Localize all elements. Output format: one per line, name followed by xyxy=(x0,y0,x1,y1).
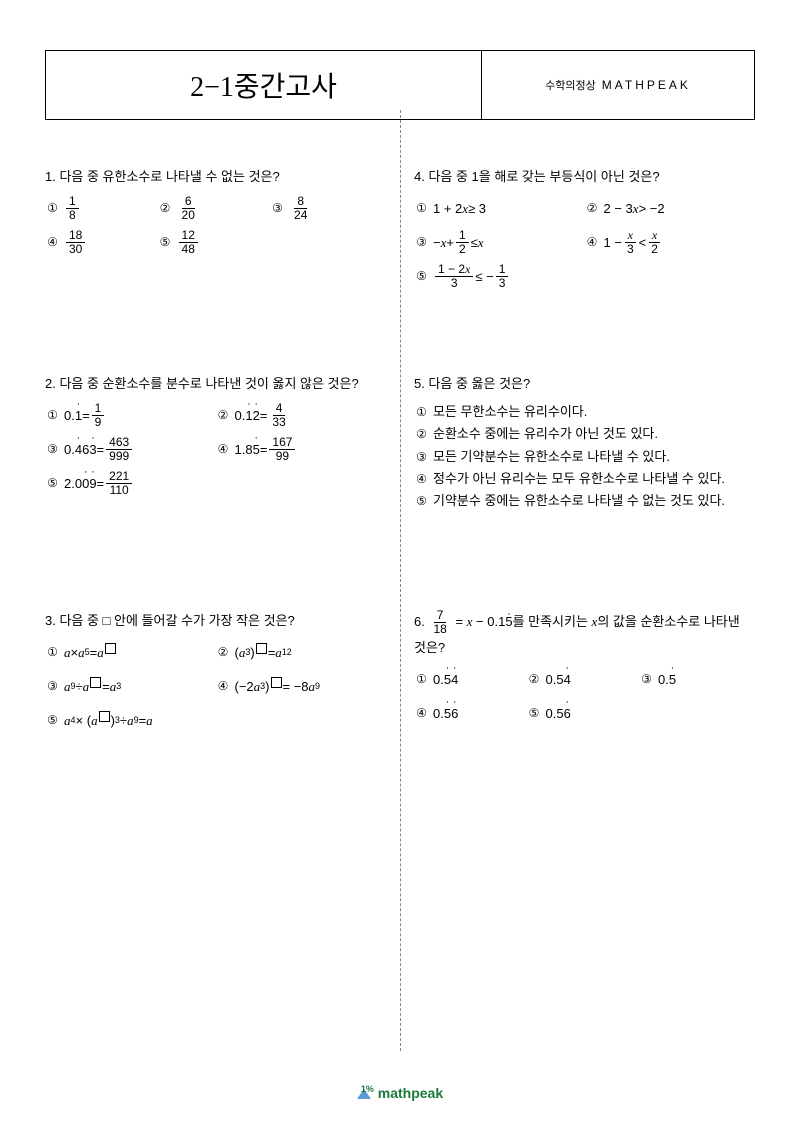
q3-choice-4: ④(−2a3) = −8a9 xyxy=(216,672,387,700)
question-1: 1. 다음 중 유한소수로 나타낼 수 없는 것은? ①18 ②620 ③824… xyxy=(45,165,386,350)
q4-choice-3: ③−x + 12 ≤ x xyxy=(414,228,585,256)
q2-text: 2. 다음 중 순환소수를 분수로 나타낸 것이 옳지 않은 것은? xyxy=(45,372,386,395)
question-6: 6. 718 = x − 0.15를 만족시키는 x의 값을 순환소수로 나타낸… xyxy=(414,609,755,728)
footer: 1% mathpeak xyxy=(0,1084,800,1101)
q5-text: 5. 다음 중 옳은 것은? xyxy=(414,372,755,395)
footer-name: mathpeak xyxy=(378,1085,443,1101)
q3-text: 3. 다음 중 □ 안에 들어갈 수가 가장 작은 것은? xyxy=(45,609,386,632)
q1-choice-3: ③824 xyxy=(270,194,383,222)
q5-choice-5: ⑤기약분수 중에는 유한소수로 나타낼 수 없는 것도 있다. xyxy=(414,490,755,512)
question-3: 3. 다음 중 □ 안에 들어갈 수가 가장 작은 것은? ①a×a5 = a … xyxy=(45,609,386,734)
q2-choice-2: ②0.12= 433 xyxy=(216,401,387,429)
q1-choice-4: ④1830 xyxy=(45,228,158,256)
q6-choices: ①0.54 ②0.54 ③0.5 ④0.56 ⑤0.56 xyxy=(414,666,755,728)
q5-choice-2: ②순환소수 중에는 유리수가 아닌 것도 있다. xyxy=(414,423,755,445)
q4-choice-4: ④1 − x3 < x2 xyxy=(585,228,756,256)
q6-choice-2: ②0.54 xyxy=(527,666,640,694)
q4-choice-1: ①1 + 2x ≥ 3 xyxy=(414,194,585,222)
q5-choices: ①모든 무한소수는 유리수이다. ②순환소수 중에는 유리수가 아닌 것도 있다… xyxy=(414,401,755,511)
q3-choice-2: ②(a3) = a12 xyxy=(216,638,387,666)
q3-choice-1: ①a×a5 = a xyxy=(45,638,216,666)
q6-choice-4: ④0.56 xyxy=(414,700,527,728)
question-2: 2. 다음 중 순환소수를 분수로 나타낸 것이 옳지 않은 것은? ①0.1=… xyxy=(45,372,386,587)
q4-choice-5: ⑤1 − 2x3 ≤ − 13 xyxy=(414,262,755,290)
right-column: 4. 다음 중 1을 해로 갖는 부등식이 아닌 것은? ①1 + 2x ≥ 3… xyxy=(414,165,755,756)
q2-choice-5: ⑤2.009= 221110 xyxy=(45,469,216,497)
q3-choice-5: ⑤a4 × (a)3 ÷ a9 = a xyxy=(45,706,386,734)
q6-choice-5: ⑤0.56 xyxy=(527,700,640,728)
q2-choice-3: ③0.463= 463999 xyxy=(45,435,216,463)
q1-text: 1. 다음 중 유한소수로 나타낼 수 없는 것은? xyxy=(45,165,386,188)
q2-choice-1: ①0.1= 19 xyxy=(45,401,216,429)
q5-choice-4: ④정수가 아닌 유리수는 모두 유한소수로 나타낼 수 있다. xyxy=(414,468,755,490)
question-5: 5. 다음 중 옳은 것은? ①모든 무한소수는 유리수이다. ②순환소수 중에… xyxy=(414,372,755,587)
header-sub-small: 수학의정상 xyxy=(545,77,596,93)
q3-choice-3: ③a9 ÷ a = a3 xyxy=(45,672,216,700)
content-columns: 1. 다음 중 유한소수로 나타낼 수 없는 것은? ①18 ②620 ③824… xyxy=(45,165,755,756)
q4-choice-2: ②2 − 3x > −2 xyxy=(585,194,756,222)
q5-choice-1: ①모든 무한소수는 유리수이다. xyxy=(414,401,755,423)
header-sub: 수학의정상 MATHPEAK xyxy=(482,51,754,119)
q1-choice-2: ②620 xyxy=(158,194,271,222)
footer-pct: 1% xyxy=(361,1084,374,1094)
q5-choice-3: ③모든 기약분수는 유한소수로 나타낼 수 있다. xyxy=(414,446,755,468)
column-divider xyxy=(400,110,401,1051)
header-sub-large: MATHPEAK xyxy=(602,78,691,92)
left-column: 1. 다음 중 유한소수로 나타낼 수 없는 것은? ①18 ②620 ③824… xyxy=(45,165,386,756)
exam-title: 2−1중간고사 xyxy=(46,51,482,119)
q6-choice-3: ③0.5 xyxy=(639,666,752,694)
q2-choice-4: ④1.85= 16799 xyxy=(216,435,387,463)
q4-choices: ①1 + 2x ≥ 3 ②2 − 3x > −2 ③−x + 12 ≤ x ④1… xyxy=(414,194,755,290)
q6-text: 6. 718 = x − 0.15를 만족시키는 x의 값을 순환소수로 나타낸… xyxy=(414,609,755,660)
q2-choices: ①0.1= 19 ②0.12= 433 ③0.463= 463999 ④1.85… xyxy=(45,401,386,497)
q3-choices: ①a×a5 = a ②(a3) = a12 ③a9 ÷ a = a3 ④(−2a… xyxy=(45,638,386,734)
q1-choice-5: ⑤1248 xyxy=(158,228,271,256)
q1-choices: ①18 ②620 ③824 ④1830 ⑤1248 xyxy=(45,194,386,256)
question-4: 4. 다음 중 1을 해로 갖는 부등식이 아닌 것은? ①1 + 2x ≥ 3… xyxy=(414,165,755,350)
q6-choice-1: ①0.54 xyxy=(414,666,527,694)
q4-text: 4. 다음 중 1을 해로 갖는 부등식이 아닌 것은? xyxy=(414,165,755,188)
q1-choice-1: ①18 xyxy=(45,194,158,222)
